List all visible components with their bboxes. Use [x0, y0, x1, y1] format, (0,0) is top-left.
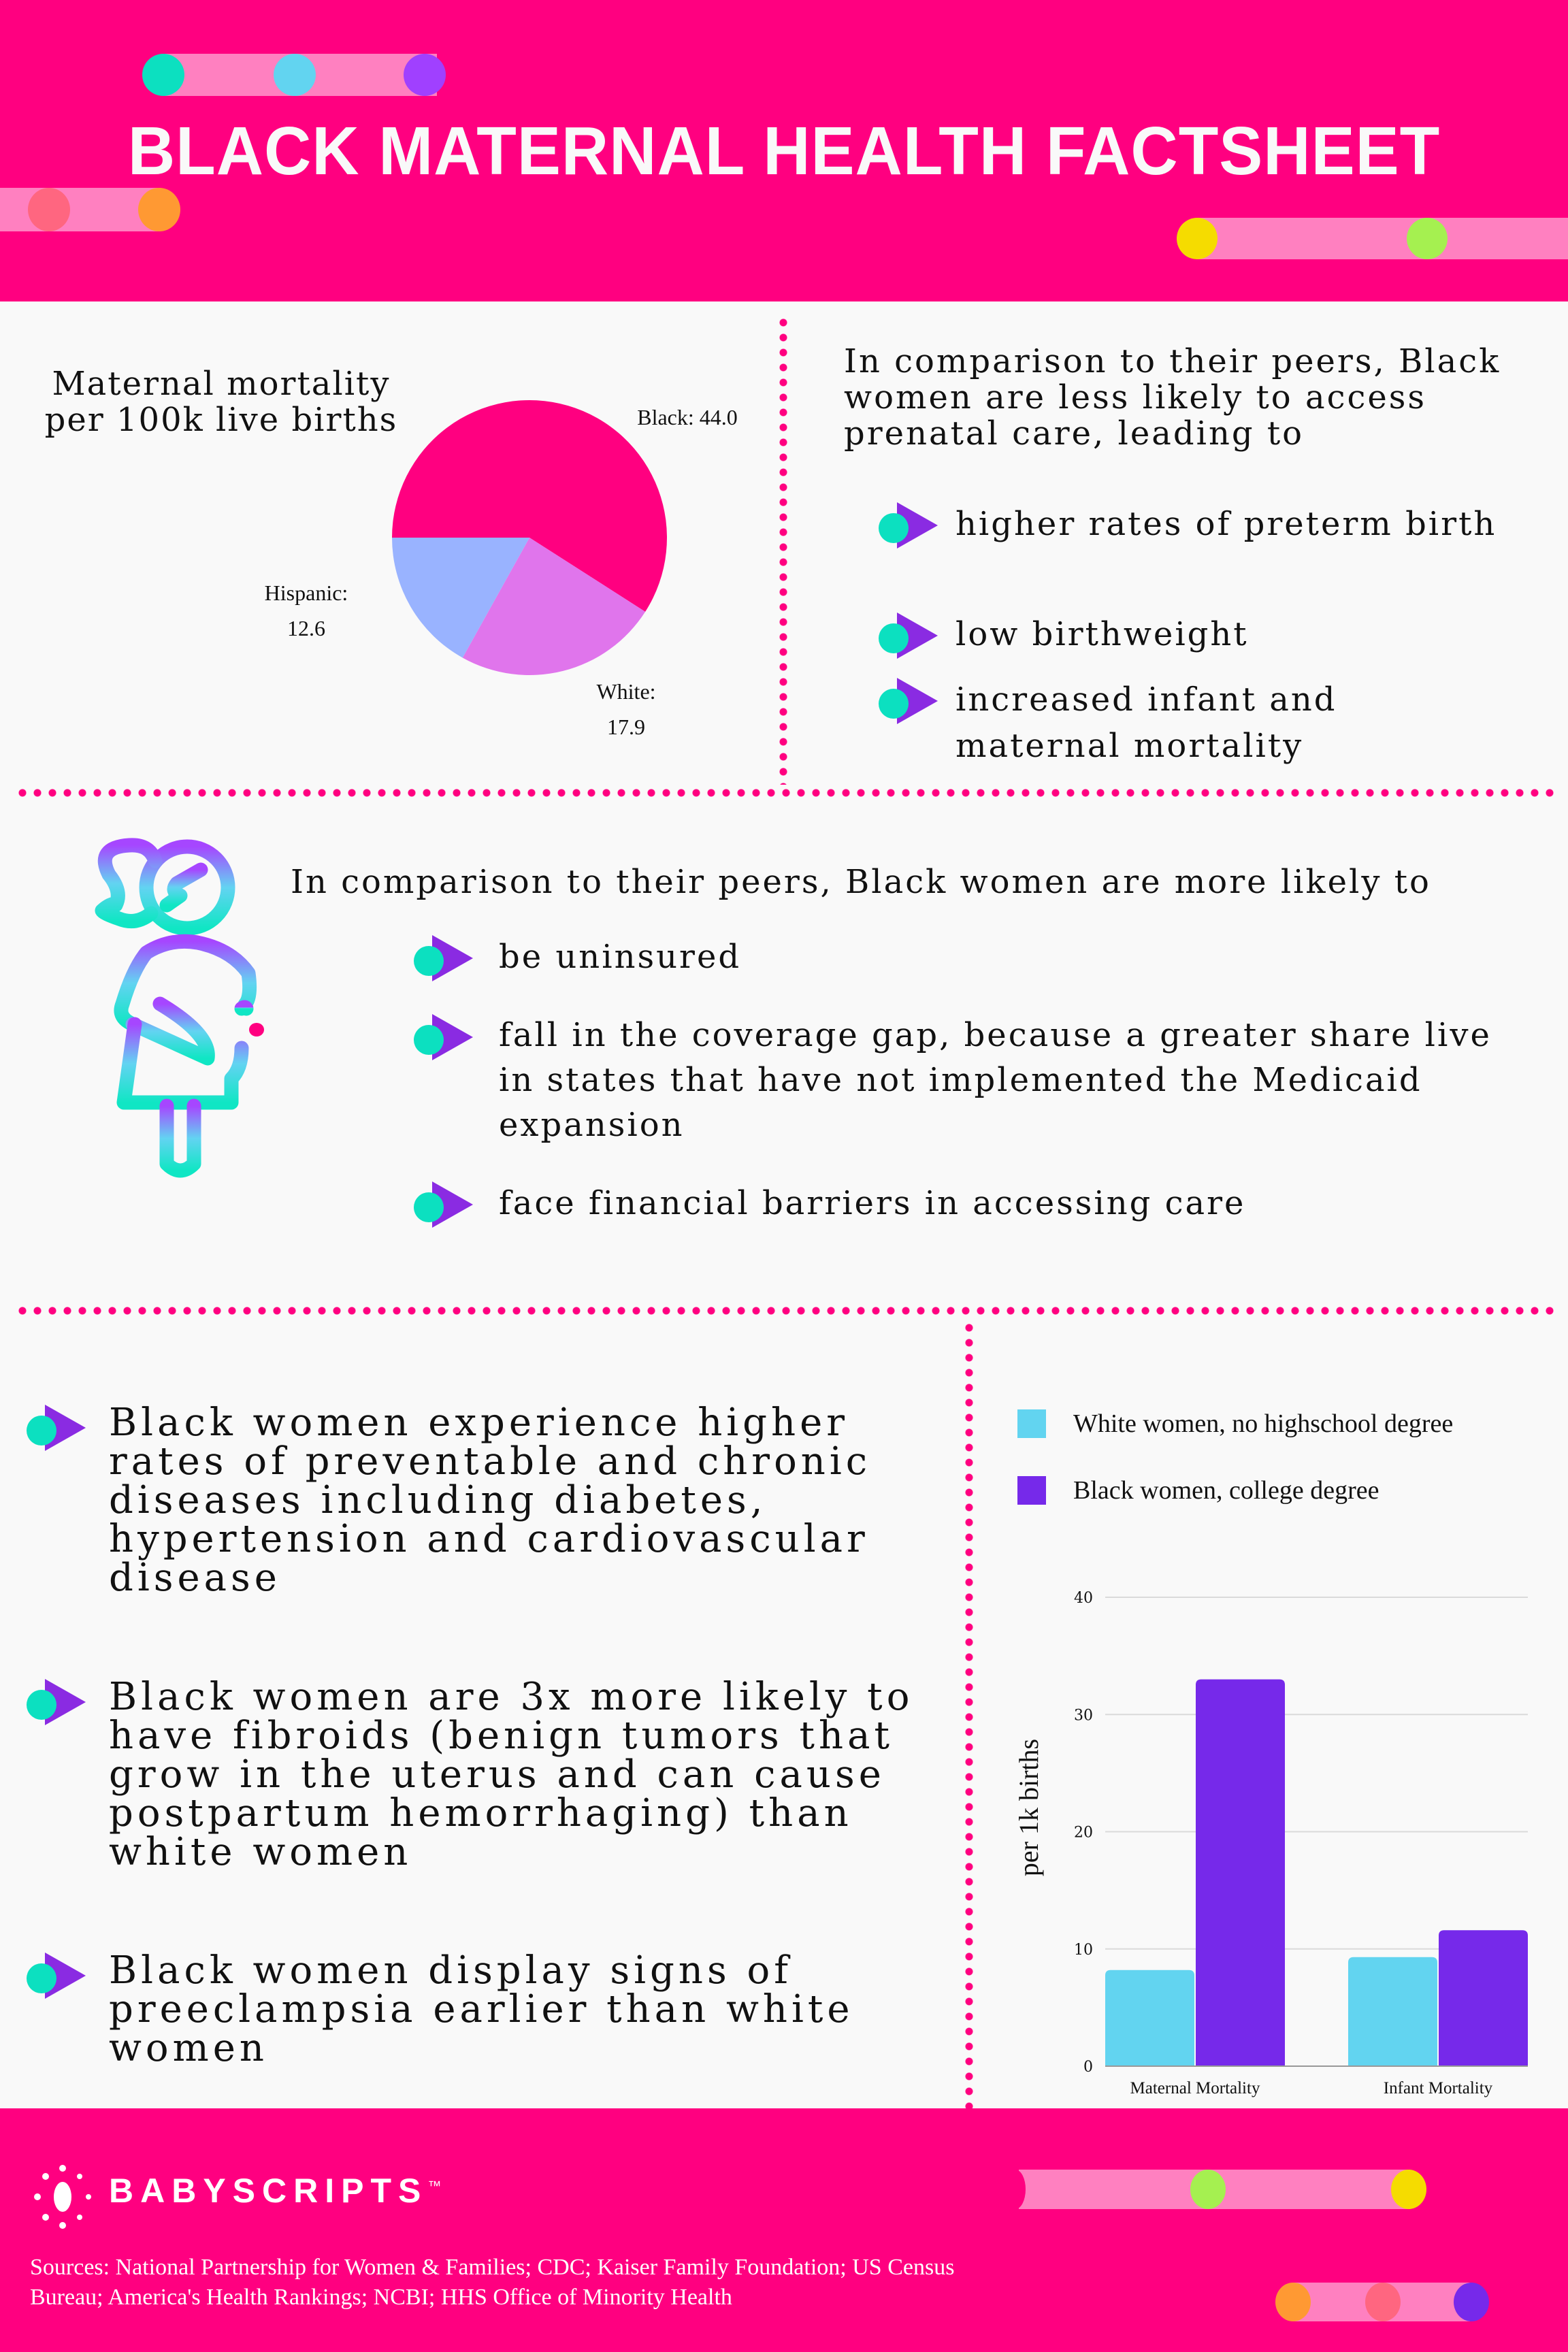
- decorative-dot: [138, 188, 180, 231]
- x-category-label: Infant Mortality: [1384, 2079, 1493, 2097]
- y-tick-label: 0: [1083, 2059, 1093, 2076]
- legend-swatch: [1017, 1409, 1046, 1438]
- decorative-dot: [28, 188, 70, 231]
- decorative-dot: [1365, 2283, 1401, 2321]
- babyscripts-logo-icon: [34, 2165, 91, 2229]
- pie-label-white: White: 17.9: [544, 674, 708, 745]
- decorative-dot: [274, 54, 316, 96]
- y-tick-label: 20: [1074, 1825, 1093, 1842]
- list-item: fall in the coverage gap, because a grea…: [412, 1013, 1494, 1147]
- bullet-text: Black women are 3x more likely to have f…: [109, 1675, 914, 1874]
- decorative-dot: [1005, 2170, 1026, 2209]
- bullet-arrow-icon: [27, 1679, 86, 1725]
- bullet-text: face financial barriers in accessing car…: [499, 1184, 1246, 1222]
- decorative-dot: [142, 54, 184, 96]
- pie-label-text: Black:: [637, 405, 694, 429]
- list-item: Black women experience higher rates of p…: [24, 1403, 957, 1597]
- y-tick-label: 30: [1074, 1707, 1093, 1724]
- pie-value: 44.0: [699, 405, 738, 429]
- y-tick-label: 10: [1074, 1942, 1093, 1959]
- vertical-divider: [965, 1320, 973, 2110]
- bullet-text: Black women experience higher rates of p…: [109, 1401, 872, 1600]
- pie-slice-white: [462, 538, 646, 675]
- list-item: Black women are 3x more likely to have f…: [24, 1678, 957, 1872]
- bullet-arrow-icon: [414, 935, 473, 981]
- section1-intro: In comparison to their peers, Black wome…: [844, 342, 1501, 453]
- bar-chart: 0 10 20 30 40 Maternal Mortality Infant Mortal…: [1013, 1590, 1528, 2097]
- list-item: Black women display signs of preeclampsi…: [24, 1951, 909, 2068]
- list-item: higher rates of preterm birth: [877, 501, 1557, 550]
- logo-wordmark: BABYSCRIPTS: [109, 2172, 428, 2210]
- x-category-label: Maternal Mortality: [1130, 2079, 1260, 2097]
- bullet-arrow-icon: [414, 1181, 473, 1228]
- decorative-dot: [1190, 2170, 1226, 2209]
- pie-value: 17.9: [607, 715, 645, 739]
- pie-slice-hispanic: [392, 538, 529, 658]
- bullet-arrow-icon: [879, 612, 938, 659]
- decorative-dot: [1391, 2170, 1426, 2209]
- decorative-pill: [0, 188, 161, 231]
- bullet-arrow-icon: [27, 1953, 86, 1999]
- page-title: BLACK MATERNAL HEALTH FACTSHEET: [127, 113, 1441, 189]
- bullet-text: be uninsured: [499, 938, 742, 976]
- bullet-arrow-icon: [414, 1014, 473, 1060]
- bar-maternal-mortality-0: [1105, 1970, 1194, 2066]
- legend-label: White women, no highschool degree: [1073, 1409, 1454, 1438]
- bullet-text: low birthweight: [956, 615, 1249, 653]
- decorative-dot: [1177, 218, 1218, 259]
- bar-infant-mortality-1: [1439, 1930, 1528, 2066]
- list-item: face financial barriers in accessing car…: [412, 1180, 1501, 1229]
- horizontal-divider: [15, 1307, 1560, 1315]
- pie-chart-title: Maternal mortality per 100k live births: [44, 365, 398, 439]
- pie-value: 12.6: [287, 616, 325, 640]
- legend-item-black: Black women, college degree: [1017, 1475, 1379, 1505]
- bullet-arrow-icon: [879, 502, 938, 549]
- pie-chart: [392, 400, 668, 675]
- legend-swatch: [1017, 1476, 1046, 1505]
- bar-maternal-mortality-1: [1196, 1679, 1285, 2066]
- vertical-divider: [779, 315, 787, 785]
- decorative-dot: [1407, 218, 1448, 259]
- pie-label-text: Hispanic:: [264, 581, 348, 605]
- pregnant-woman-icon: [95, 838, 264, 1178]
- bullet-text: fall in the coverage gap, because a grea…: [499, 1016, 1492, 1144]
- legend-item-white: White women, no highschool degree: [1017, 1409, 1453, 1439]
- bullet-arrow-icon: [879, 678, 938, 724]
- list-item: low birthweight: [877, 611, 1557, 660]
- bullet-text: higher rates of preterm birth: [956, 505, 1497, 543]
- bar-infant-mortality-0: [1348, 1957, 1437, 2066]
- bullet-text: increased infant and maternal mortality: [956, 681, 1337, 765]
- list-item: increased infant and maternal mortality: [877, 676, 1394, 769]
- footer-banner: BABYSCRIPTS™: [0, 2108, 1568, 2352]
- section2-intro: In comparison to their peers, Black wome…: [291, 863, 1431, 901]
- decorative-dot: [404, 54, 446, 96]
- y-axis-label: per 1k births: [1013, 1739, 1044, 1876]
- pie-label-black: Black: 44.0: [599, 399, 776, 435]
- pie-slice-black: [392, 400, 668, 612]
- decorative-pill: [1198, 218, 1568, 259]
- legend-label: Black women, college degree: [1073, 1476, 1379, 1505]
- decorative-dot: [1275, 2283, 1311, 2321]
- header-banner: BLACK MATERNAL HEALTH FACTSHEET: [0, 0, 1568, 301]
- decorative-dot: [1454, 2283, 1489, 2321]
- bullet-arrow-icon: [27, 1405, 86, 1451]
- babyscripts-logo: BABYSCRIPTS™: [109, 2171, 441, 2210]
- trademark: ™: [427, 2178, 442, 2194]
- bullet-text: Black women display signs of preeclampsi…: [109, 1948, 854, 2070]
- pie-label-hispanic: Hispanic: 12.6: [225, 575, 388, 646]
- pie-label-text: White:: [596, 679, 656, 704]
- sources-text: Sources: National Partnership for Women …: [30, 2255, 955, 2310]
- horizontal-divider: [15, 789, 1560, 797]
- y-tick-label: 40: [1074, 1590, 1093, 1607]
- list-item: be uninsured: [412, 934, 1501, 983]
